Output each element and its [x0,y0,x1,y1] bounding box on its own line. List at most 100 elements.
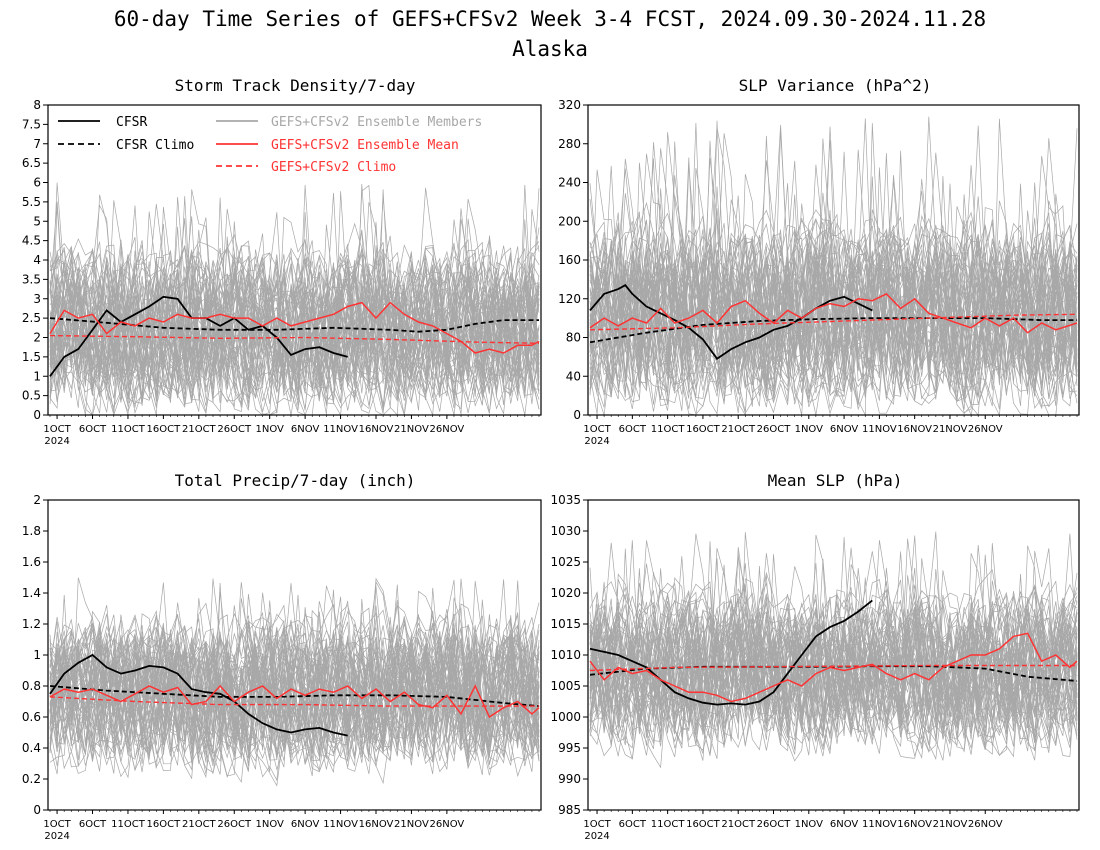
cfsr-line [589,284,873,361]
x-tick-label: 6OCT [79,819,107,830]
ensemble-member-line [589,538,1078,726]
x-year-label: 2024 [44,436,69,447]
ensemble-member-line [49,206,540,410]
panel-total-precip: Total Precip/7-day (inch) 0 0.2 0.4 0.6 0.8 1… [22,471,542,842]
ensemble-mean-line [49,684,540,719]
y-tick-label: 1.2 [22,617,41,631]
legend-label-members: GEFS+CFSv2 Ensemble Members [271,115,482,130]
figure-title: 60-day Time Series of GEFS+CFSv2 Week 3-… [114,7,986,31]
legend-label-cfsr: CFSR [116,115,147,130]
x-tick-label: 21NOV [933,424,968,435]
x-tick-label: 16OCT [686,819,721,830]
ensemble-member-line [589,564,1078,760]
ensemble-member-line [49,585,540,752]
cfsr-climo-line [49,685,540,707]
legend-label-mean: GEFS+CFSv2 Ensemble Mean [271,138,459,153]
y-tick-label: 2 [33,493,41,507]
x-tick-label: 6OCT [619,424,647,435]
ensemble-member-line [49,636,540,770]
x-tick-label: 16NOV [897,819,932,830]
ensemble-member-line [49,582,540,762]
x-tick-label: 26NOV [968,424,1003,435]
panel-storm-track-density: Storm Track Density/7-day 0 0.5 1 1.5 2 2.5 3 3… [22,76,542,447]
y-tick-label: 3.5 [22,272,41,286]
y-tick-label: 1.5 [22,350,41,364]
axes: 985 990 995 1000 1005 1010 1015 1020 1025 1030 103… [550,493,1080,842]
x-tick-label: 26NOV [968,819,1003,830]
x-tick-label: 6NOV [830,819,859,830]
ensemble-member-line [589,164,1078,398]
series-lines [589,284,1078,361]
ensemble-member-line [49,594,540,772]
x-tick-label: 1NOV [795,424,824,435]
axes: 0 0.5 1 1.5 2 2.5 3 3.5 4 4.5 5 5.5 6 6.5 7 7.5 8 1OCT 6OC… [22,98,542,447]
panel-slp-variance: SLP Variance (hPa^2) 0 40 80 120 160 200 240 28… [558,76,1080,447]
x-tick-label: 26NOV [429,819,464,830]
y-tick-label: 6 [33,176,41,190]
ensemble-member-line [589,231,1078,414]
y-tick-label: 5.5 [22,195,41,209]
climo-line [589,664,1077,672]
y-tick-label: 1025 [550,555,581,569]
x-tick-label: 16OCT [147,424,182,435]
ensemble-member-line [49,184,540,415]
x-tick-label: 11NOV [862,819,897,830]
climo-line [49,334,540,344]
ensemble-members [49,577,540,787]
x-tick-label: 21NOV [394,424,429,435]
x-tick-label: 26OCT [217,819,252,830]
ensemble-member-line [589,180,1078,398]
y-tick-label: 1020 [550,586,581,600]
y-tick-label: 2 [33,331,41,345]
x-tick-label: 11OCT [651,819,686,830]
x-tick-label: 1NOV [795,819,824,830]
x-tick-label: 1NOV [256,424,285,435]
cfsr-climo-line [589,665,1078,682]
cfsr-line [49,653,348,737]
x-tick-label: 16NOV [359,424,394,435]
x-tick-label: 21NOV [933,819,968,830]
y-tick-label: 240 [558,176,581,190]
y-tick-label: 6.5 [22,156,41,170]
y-tick-label: 0.4 [22,741,41,755]
ensemble-member-line [49,608,540,774]
panel-title: Mean SLP (hPa) [768,471,903,490]
series-lines [49,295,540,377]
y-tick-label: 8 [33,98,41,112]
y-tick-label: 0.5 [22,389,41,403]
x-tick-label: 26OCT [757,424,792,435]
y-tick-label: 160 [558,253,581,267]
y-tick-label: 3 [33,292,41,306]
y-tick-label: 1035 [550,493,581,507]
y-tick-label: 7 [33,137,41,151]
x-tick-label: 1OCT [583,819,611,830]
ensemble-member-line [589,169,1078,404]
ensemble-member-line [49,184,540,415]
ensemble-members [589,116,1078,415]
ensemble-member-line [589,126,1078,401]
x-tick-label: 21OCT [182,819,217,830]
y-tick-label: 0 [573,408,581,422]
x-tick-label: 21OCT [721,819,756,830]
y-tick-label: 995 [558,741,581,755]
ensemble-member-line [589,540,1078,758]
y-tick-label: 0 [33,803,41,817]
x-tick-label: 1OCT [43,424,71,435]
y-tick-label: 1 [33,369,41,383]
x-tick-label: 6NOV [830,424,859,435]
x-tick-label: 16OCT [147,819,182,830]
cfsr-climo-line [49,317,539,333]
x-tick-label: 16NOV [897,424,932,435]
ensemble-member-line [49,265,540,415]
figure-subtitle: Alaska [512,37,588,61]
legend: CFSR CFSR Climo GEFS+CFSv2 Ensemble Memb… [58,115,482,175]
y-tick-label: 1010 [550,648,581,662]
x-tick-label: 11OCT [111,424,146,435]
x-tick-label: 11NOV [323,424,358,435]
y-tick-label: 1.8 [22,524,41,538]
y-tick-label: 1030 [550,524,581,538]
y-tick-label: 4.5 [22,234,41,248]
ensemble-mean-line [589,632,1078,703]
legend-label-cfsr-climo: CFSR Climo [116,138,194,153]
